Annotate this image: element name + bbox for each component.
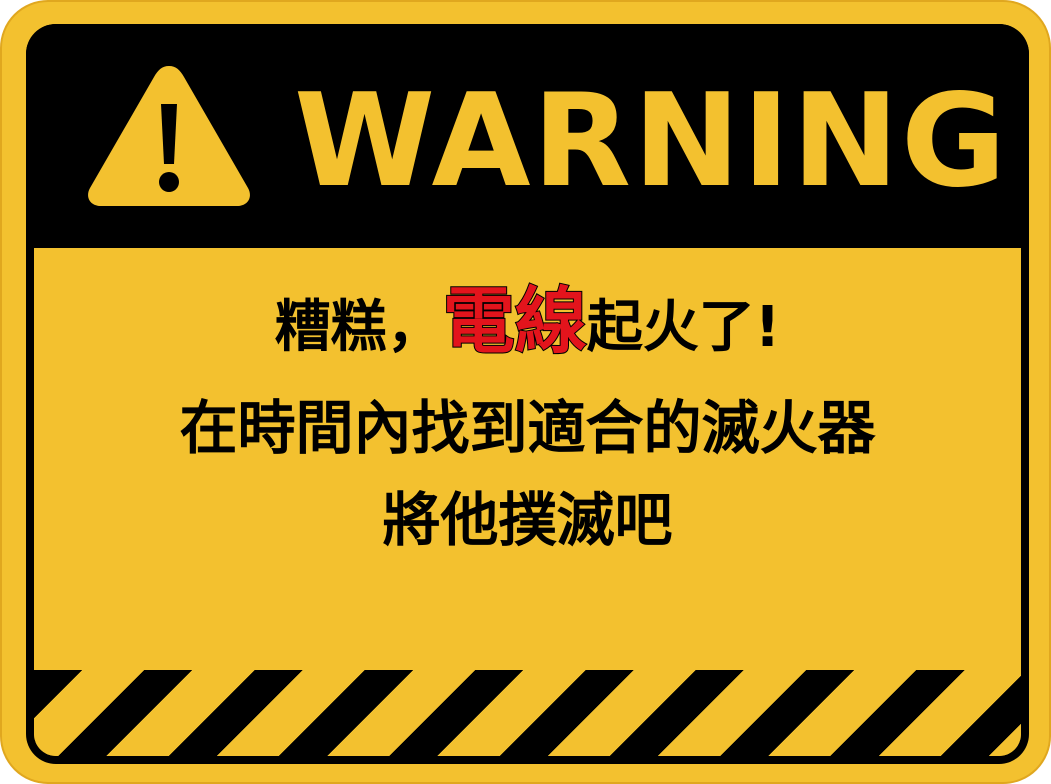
- hazard-stripes: [34, 670, 1021, 756]
- warning-triangle-icon: [88, 66, 250, 206]
- warning-header: WARNING: [26, 24, 1029, 248]
- message-line-2: 在時間內找到適合的滅火器: [179, 394, 876, 462]
- message-line-1-end: 起火了!: [586, 295, 781, 360]
- warning-sign-frame: WARNING 糟糕，電線起火了! 在時間內找到適合的滅火器 將他撲滅吧: [26, 24, 1029, 764]
- message-line-1-start: 糟糕，: [274, 295, 443, 360]
- highlighted-word: 電線: [442, 278, 588, 364]
- message-line-3: 將他撲滅吧: [382, 486, 673, 554]
- message-panel: 糟糕，電線起火了! 在時間內找到適合的滅火器 將他撲滅吧: [34, 248, 1021, 756]
- warning-title: WARNING: [294, 67, 1008, 216]
- message-line-1: 糟糕，電線起火了!: [34, 276, 1021, 373]
